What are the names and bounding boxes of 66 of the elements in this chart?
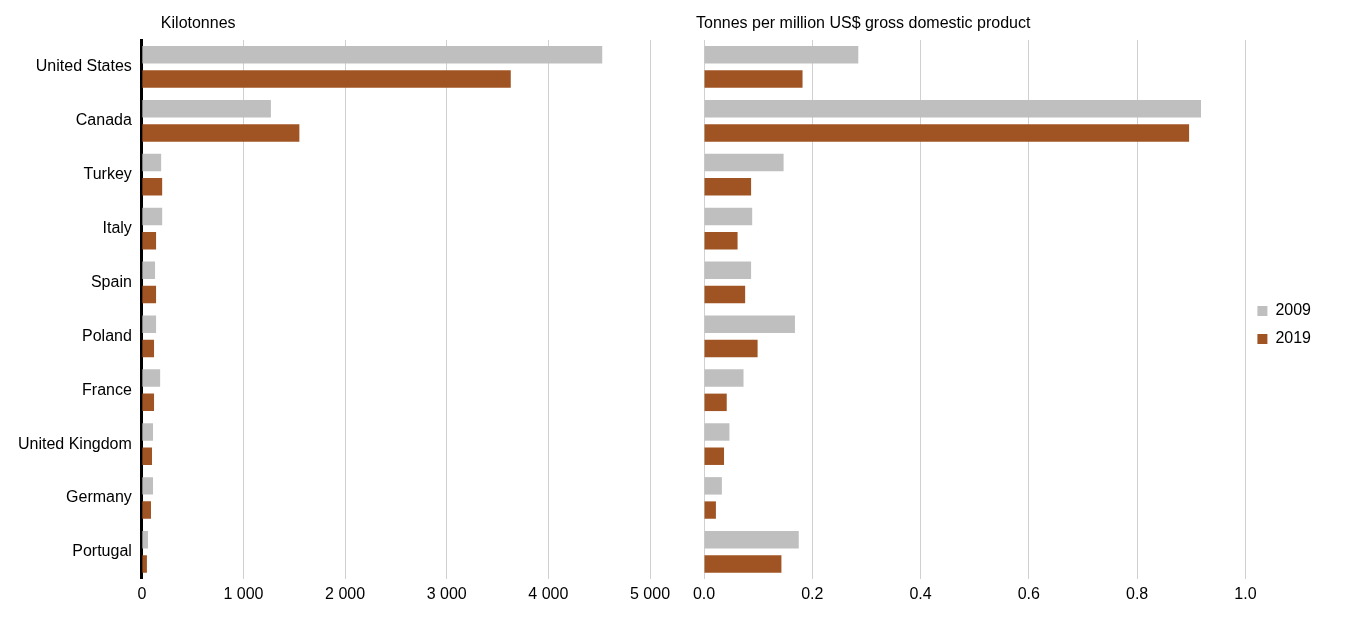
bar (142, 261, 156, 280)
bar (142, 447, 153, 465)
bar (142, 285, 157, 304)
bar (704, 315, 795, 333)
x-tick-label: 0.6 (1017, 584, 1041, 602)
x-tick-label: 0.8 (1126, 584, 1149, 602)
bar (704, 423, 730, 441)
bar (142, 501, 151, 519)
x-tick-label: 0.0 (692, 584, 716, 602)
bar (704, 124, 1190, 142)
bar (142, 423, 154, 441)
y-tick-label: Turkey (83, 165, 132, 183)
bar (704, 46, 859, 64)
x-tick-label: 3 000 (426, 584, 467, 602)
y-tick-label: United Kingdom (18, 434, 132, 452)
chart-title: Tonnes per million US$ gross domestic product (696, 14, 1031, 32)
x-tick-label: 2 000 (325, 584, 366, 602)
bar (704, 70, 803, 88)
chart-title: Kilotonnes (160, 14, 236, 32)
bar (704, 393, 727, 412)
bar (142, 153, 162, 172)
y-tick-label: United States (35, 57, 132, 75)
y-tick-label: Italy (102, 218, 132, 236)
bar (142, 369, 161, 387)
bar (142, 555, 147, 573)
bar (704, 369, 744, 387)
bar (704, 178, 752, 196)
x-tick-label: 5 000 (629, 584, 671, 602)
bar (142, 99, 271, 118)
bar (704, 447, 725, 465)
x-tick-label: 1 000 (223, 584, 264, 602)
x-tick-label: 1.0 (1234, 584, 1257, 602)
y-tick-label: Canada (75, 111, 132, 129)
x-tick-label: 4 000 (528, 584, 569, 602)
y-tick-label: Germany (66, 488, 132, 506)
bar (142, 124, 300, 142)
bar (142, 178, 163, 196)
bar (142, 207, 163, 226)
bar (704, 339, 758, 358)
bar (704, 531, 799, 549)
bar (142, 231, 157, 250)
bar (142, 70, 511, 88)
legend-label: 2009 (1275, 301, 1312, 319)
bar (704, 555, 782, 573)
bar (142, 315, 157, 333)
bar (704, 99, 1202, 118)
bar (704, 231, 738, 250)
bar (704, 501, 716, 519)
x-tick-label: 0.2 (801, 584, 824, 602)
bar (704, 153, 784, 172)
x-tick-label: 0.4 (909, 584, 932, 602)
legend-label: 2019 (1275, 329, 1312, 347)
x-tick-label: 0 (137, 584, 147, 602)
bar (704, 285, 746, 304)
bar (142, 46, 603, 64)
bar (704, 207, 753, 226)
bar (142, 477, 154, 495)
bar (142, 531, 148, 549)
bar (142, 339, 155, 358)
y-tick-label: Portugal (72, 542, 132, 560)
y-tick-label: Poland (82, 326, 132, 344)
y-tick-label: France (82, 380, 132, 398)
y-tick-label: Spain (90, 272, 132, 290)
bar (704, 477, 722, 495)
bar (142, 393, 155, 412)
bar (704, 261, 752, 280)
